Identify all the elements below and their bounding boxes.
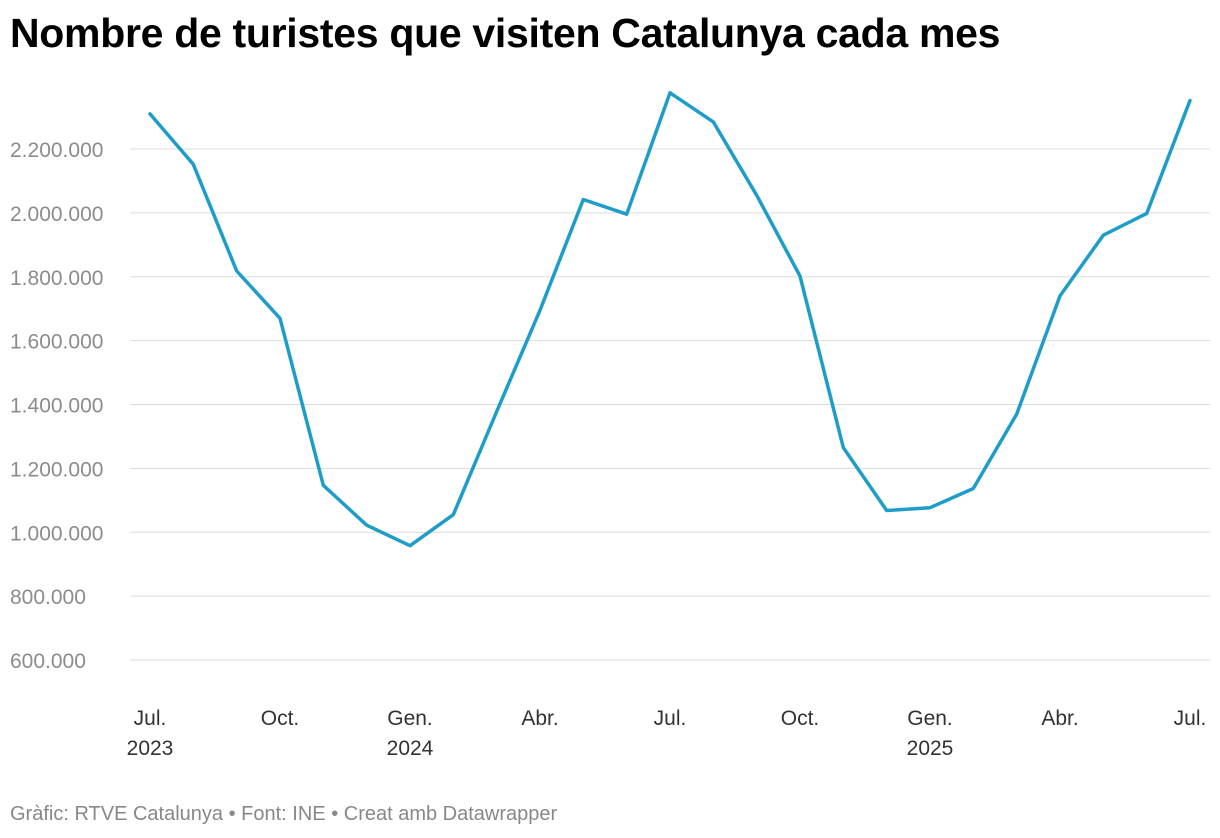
y-tick-label: 1.600.000	[10, 331, 103, 354]
source-footer: Gràfic: RTVE Catalunya • Font: INE • Cre…	[10, 803, 558, 825]
x-tick-label: Gen.	[907, 707, 953, 730]
x-axis: Jul. 2023 Oct. Gen. 2024 Abr. Jul. Oct. Gen. 2025…	[127, 707, 1207, 760]
y-tick-label: 2.200.000	[10, 139, 103, 162]
x-tick-year-label: 2024	[387, 737, 434, 760]
x-tick-label: Oct.	[261, 707, 300, 730]
series-layer	[148, 91, 1192, 548]
x-tick-label: Abr.	[1041, 707, 1078, 730]
x-tick-year-label: 2025	[907, 737, 954, 760]
y-tick-label: 1.400.000	[10, 395, 103, 418]
series-line	[148, 91, 1192, 548]
grid-layer	[130, 148, 1210, 661]
chart-title: Nombre de turistes que visiten Catalunya…	[10, 10, 1001, 56]
x-tick-label: Oct.	[781, 707, 820, 730]
x-tick-label: Jul.	[654, 707, 687, 730]
y-tick-label: 1.000.000	[10, 522, 103, 545]
y-tick-label: 1.800.000	[10, 267, 103, 290]
x-tick-label: Jul.	[1174, 707, 1207, 730]
y-tick-label: 1.200.000	[10, 458, 103, 481]
y-tick-label: 600.000	[10, 650, 86, 673]
y-tick-label: 2.000.000	[10, 203, 103, 226]
x-tick-label: Jul.	[134, 707, 167, 730]
x-tick-year-label: 2023	[127, 737, 174, 760]
y-tick-label: 800.000	[10, 586, 86, 609]
y-axis: 600.000 800.000 1.000.000 1.200.000 1.400.00…	[10, 139, 103, 673]
x-tick-label: Abr.	[521, 707, 558, 730]
x-tick-label: Gen.	[387, 707, 433, 730]
